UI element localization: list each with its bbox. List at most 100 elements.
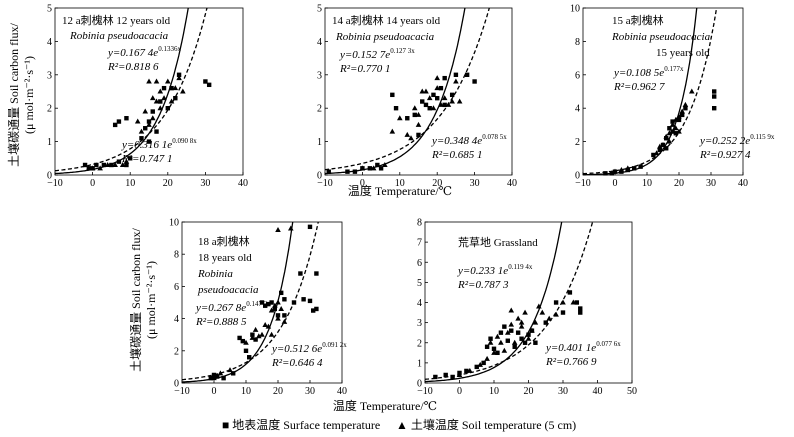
point-soil	[153, 98, 160, 104]
point-surface	[578, 310, 583, 315]
point-soil	[134, 118, 141, 124]
point-surface	[146, 119, 152, 124]
point-soil	[682, 101, 689, 107]
y-tick-label: 8	[575, 37, 580, 48]
y-tick-label: 6	[174, 282, 179, 293]
point-soil	[508, 321, 515, 327]
point-soil	[415, 111, 422, 117]
point-soil	[612, 168, 618, 174]
point-surface	[515, 330, 521, 335]
point-soil	[477, 361, 483, 367]
point-surface	[712, 94, 717, 99]
point-surface	[367, 166, 373, 171]
fit-curve-soil	[325, 8, 490, 171]
point-surface	[526, 332, 531, 337]
point-soil	[494, 333, 501, 339]
point-soil	[434, 75, 440, 81]
point-surface	[519, 336, 524, 341]
point-soil	[262, 322, 268, 328]
y-tick-label: 5	[317, 4, 322, 15]
point-soil	[539, 309, 546, 315]
x-tick-label: 10	[125, 178, 135, 189]
equation-soil: y=0.401 1e0.077 6x	[545, 340, 621, 354]
point-soil	[434, 85, 440, 91]
x-tick-label: 30	[706, 178, 716, 189]
x-tick-label: 10	[395, 178, 405, 189]
x-tick-label: 40	[593, 386, 603, 397]
y-tick-label: 0	[575, 171, 580, 182]
point-soil	[508, 307, 515, 313]
point-surface	[450, 374, 455, 380]
point-soil	[666, 130, 673, 136]
point-soil	[249, 334, 256, 340]
x-tick-label: 20	[273, 386, 283, 397]
point-soil	[525, 335, 532, 341]
point-surface	[442, 102, 447, 108]
panel-title-line: 15 a刺槐林	[612, 13, 664, 27]
x-tick-label: 40	[337, 386, 347, 397]
point-surface	[291, 300, 297, 305]
point-surface	[301, 297, 306, 302]
point-soil	[275, 227, 281, 233]
point-soil	[176, 75, 182, 81]
point-soil	[546, 315, 552, 321]
point-soil	[259, 331, 265, 337]
point-surface	[378, 166, 384, 171]
y-axis-label-unit-2: (μ mol·m⁻²·s⁻¹)	[144, 261, 158, 339]
point-surface	[474, 364, 479, 370]
point-surface	[307, 298, 313, 304]
x-tick-label: −10	[575, 178, 591, 189]
point-surface	[522, 340, 528, 345]
point-surface	[533, 340, 538, 345]
point-surface	[128, 156, 133, 161]
point-soil	[653, 150, 660, 156]
point-surface	[282, 313, 287, 318]
point-surface	[298, 271, 303, 276]
point-soil	[484, 355, 490, 361]
y-tick-label: 0	[47, 171, 52, 182]
point-surface	[221, 375, 226, 381]
x-tick-label: 50	[627, 386, 637, 397]
point-soil	[669, 121, 676, 127]
plot-frame	[324, 7, 513, 176]
y-tick-label: 4	[417, 298, 422, 309]
point-surface	[420, 99, 425, 104]
equation-soil-r2: R²=0.685 1	[431, 149, 482, 161]
point-soil	[112, 161, 118, 167]
point-soil	[370, 165, 377, 171]
point-surface	[240, 338, 245, 344]
point-surface	[512, 344, 517, 349]
point-surface	[712, 106, 717, 111]
x-tick-label: 10	[642, 178, 652, 189]
point-soil	[180, 88, 186, 94]
y-tick-label: 7	[417, 238, 422, 249]
point-surface	[505, 338, 510, 343]
point-soil	[456, 371, 463, 377]
point-soil	[211, 375, 217, 381]
x-tick-label: 10	[489, 386, 499, 397]
x-tick-label: −10	[417, 386, 433, 397]
equation-surface-r2: R²=0.888 5	[195, 316, 247, 328]
y-tick-label: 4	[174, 314, 179, 325]
point-soil	[663, 133, 669, 139]
point-soil	[570, 299, 577, 305]
point-soil	[97, 165, 103, 171]
point-soil	[553, 311, 559, 317]
point-surface	[670, 119, 675, 124]
point-surface	[651, 152, 656, 158]
y-tick-label: 1	[417, 358, 422, 369]
equation-surface-r2: R²=0.770 1	[339, 63, 390, 75]
point-soil	[123, 158, 130, 164]
point-surface	[247, 355, 252, 360]
point-surface	[491, 346, 497, 351]
equation-soil: y=0.348 4e0.078 5x	[431, 133, 507, 147]
point-soil	[441, 95, 448, 101]
x-tick-label: 40	[507, 178, 517, 189]
point-surface	[250, 332, 255, 337]
point-surface	[146, 139, 152, 144]
x-axis-label-bottom: 温度 Temperature/℃	[333, 398, 437, 413]
legend-soil: ▲ 土壤温度 Soil temperature (5 cm)	[396, 417, 576, 432]
panel-title-line: Robinia pseudoacacia	[335, 31, 435, 43]
equation-surface: y=0.233 1e0.119 4x	[457, 263, 533, 277]
